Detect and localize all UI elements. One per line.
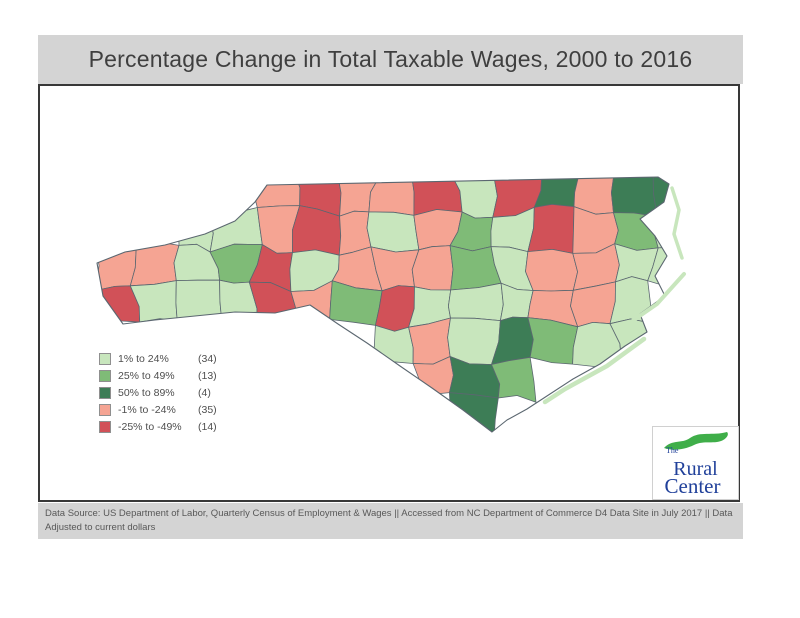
county-cell[interactable] xyxy=(573,174,615,215)
legend-count: (13) xyxy=(198,369,217,382)
outer-banks-island[interactable] xyxy=(542,336,647,405)
chart-title-bar: Percentage Change in Total Taxable Wages… xyxy=(38,35,743,84)
legend-count: (14) xyxy=(198,420,217,433)
county-cell[interactable] xyxy=(527,204,575,254)
county-cell[interactable] xyxy=(129,240,180,287)
legend-swatch xyxy=(99,352,111,365)
county-cell[interactable] xyxy=(611,174,658,217)
legend-label: -1% to -24% xyxy=(118,403,176,416)
county-cell[interactable] xyxy=(527,317,579,365)
logo-the: The xyxy=(666,446,679,455)
county-cell[interactable] xyxy=(175,279,223,324)
county-cell[interactable] xyxy=(447,317,501,365)
county-cell[interactable] xyxy=(525,249,578,292)
county-cell[interactable] xyxy=(252,174,301,208)
state-outline xyxy=(96,176,670,433)
legend-item[interactable]: 25% to 49% (13) xyxy=(99,367,217,384)
legend-count: (35) xyxy=(198,403,217,416)
legend-item[interactable]: -1% to -24% (35) xyxy=(99,401,217,418)
logo-swoosh-icon xyxy=(663,432,728,450)
legend-swatch xyxy=(99,403,111,416)
legend-item[interactable]: 50% to 89% (4) xyxy=(99,384,217,401)
county-cell[interactable] xyxy=(412,356,454,405)
outer-banks-island[interactable] xyxy=(670,186,684,260)
chart-title: Percentage Change in Total Taxable Wages… xyxy=(88,46,693,72)
outer-banks-island[interactable] xyxy=(629,272,686,324)
data-source-text: Data Source: US Department of Labor, Qua… xyxy=(45,508,733,533)
logo-text-center: Center xyxy=(664,474,721,498)
legend-count: (4) xyxy=(198,386,211,399)
legend-label: 25% to 49% xyxy=(118,369,175,382)
legend-count: (34) xyxy=(198,352,217,365)
legend-label: -25% to -49% xyxy=(118,420,182,433)
legend-swatch xyxy=(99,386,111,399)
county-cell[interactable] xyxy=(411,245,454,291)
county-cell[interactable] xyxy=(491,356,537,403)
legend-item[interactable]: 1% to 24% (34) xyxy=(99,350,217,367)
nc-county-map xyxy=(96,174,686,436)
legend-swatch xyxy=(99,369,111,382)
caption-bar: Data Source: US Department of Labor, Qua… xyxy=(38,503,743,539)
county-cell[interactable] xyxy=(368,174,415,216)
legend-swatch xyxy=(99,420,111,433)
rural-center-logo: The Rural Center xyxy=(652,426,739,500)
legend-label: 50% to 89% xyxy=(118,386,175,399)
legend-item[interactable]: -25% to -49% (14) xyxy=(99,418,217,435)
logo-text-rural: Rural xyxy=(673,458,718,480)
legend: 1% to 24% (34) 25% to 49% (13) 50% to 89% (4)… xyxy=(99,350,217,435)
county-cell[interactable] xyxy=(449,392,499,436)
legend-label: 1% to 24% xyxy=(118,352,169,365)
county-cell[interactable] xyxy=(366,211,420,253)
county-cell[interactable] xyxy=(609,276,653,325)
